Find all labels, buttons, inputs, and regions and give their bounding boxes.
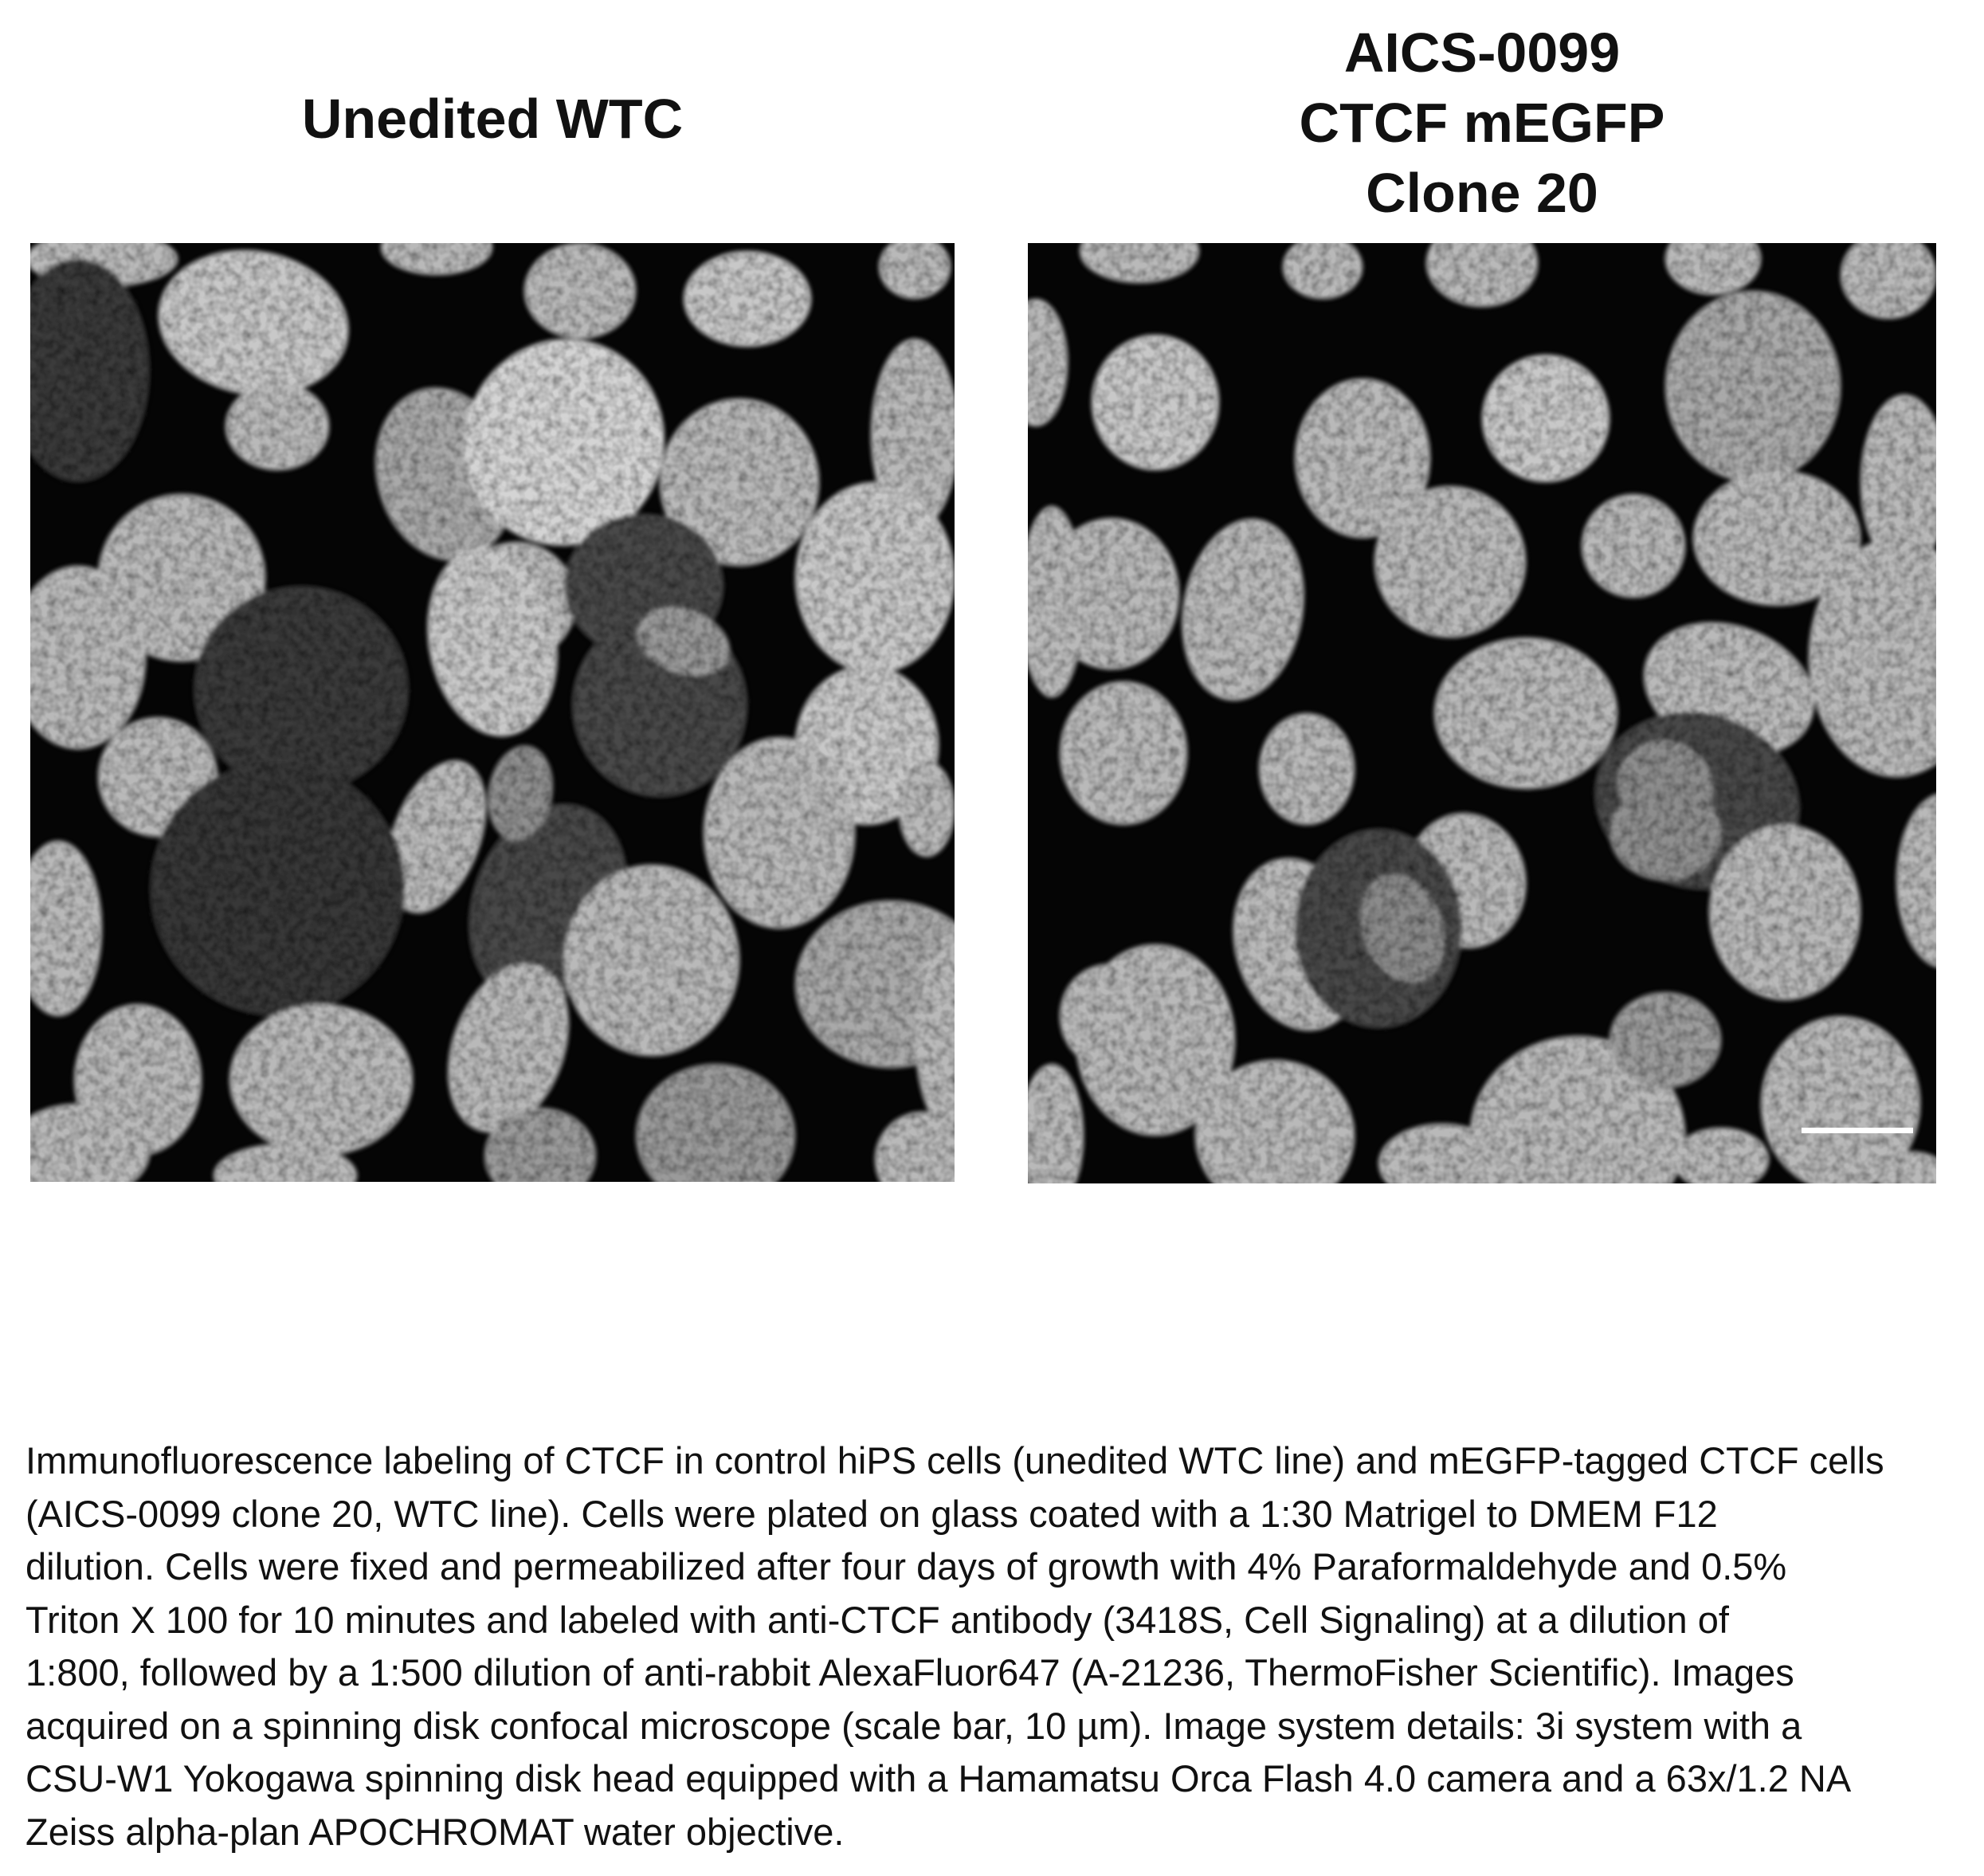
right-panel-title: AICS-0099 CTCF mEGFP Clone 20	[1028, 18, 1936, 228]
mitotic-chromatin	[637, 607, 731, 676]
cell-nucleus	[387, 760, 486, 913]
caption-line: Triton X 100 for 10 minutes and labeled …	[25, 1598, 1729, 1641]
caption-line: acquired on a spinning disk confocal mic…	[25, 1704, 1802, 1747]
mitotic-chromatin	[1360, 874, 1445, 983]
caption-line: dilution. Cells were fixed and permeabil…	[25, 1545, 1787, 1588]
cell-nucleus	[1182, 519, 1304, 701]
cell-nucleus	[1060, 681, 1187, 825]
cell-nucleus	[704, 737, 855, 928]
caption-line: Zeiss alpha-plan APOCHROMAT water object…	[25, 1810, 845, 1853]
cell-nucleus	[1259, 713, 1355, 825]
unedited-wtc-micrograph	[30, 243, 955, 1182]
cell-nucleus	[1582, 494, 1685, 598]
caption-line: CSU-W1 Yokogawa spinning disk head equip…	[25, 1757, 1852, 1799]
right-title-line-3: Clone 20	[1366, 162, 1598, 224]
cell-nucleus	[1195, 1060, 1355, 1183]
cell-nucleus	[225, 383, 329, 470]
cell-nucleus	[564, 865, 739, 1056]
cell-nucleus	[381, 243, 492, 275]
caption-line: Immunofluorescence labeling of CTCF in c…	[25, 1439, 1884, 1482]
cell-nucleus	[871, 339, 955, 530]
cell-nucleus	[1809, 538, 1936, 777]
cell-nucleus	[1378, 1124, 1506, 1183]
mitotic-chromatin	[488, 745, 553, 841]
cell-nucleus	[1665, 243, 1761, 295]
cell-nucleus	[875, 1112, 955, 1182]
cell-nucleus	[636, 1064, 795, 1182]
cell-nucleus	[30, 841, 102, 1016]
left-panel-title: Unedited WTC	[30, 84, 955, 154]
cell-nucleus	[150, 761, 405, 1016]
cell-nucleus	[1076, 944, 1235, 1136]
cell-nucleus	[915, 936, 955, 1128]
cell-nucleus	[795, 482, 955, 673]
cell-nucleus	[1709, 825, 1860, 1000]
scale-bar	[1802, 1128, 1913, 1133]
cell-nucleus	[684, 251, 811, 347]
cell-nucleus	[879, 243, 951, 299]
cell-nucleus	[1896, 794, 1936, 967]
cell-nucleus	[427, 547, 558, 736]
cell-nucleus	[1374, 486, 1526, 638]
cell-nucleus	[1841, 243, 1936, 319]
left-title-line: Unedited WTC	[301, 88, 684, 150]
cell-nucleus	[214, 1144, 357, 1182]
cell-nucleus	[448, 963, 569, 1133]
figure-caption: Immunofluorescence labeling of CTCF in c…	[25, 1434, 1962, 1858]
cell-nucleus	[899, 761, 955, 857]
mitotic-chromatin	[1617, 740, 1713, 830]
ctcf-megfp-cells	[1028, 243, 1936, 1183]
cell-nucleus	[1080, 243, 1199, 283]
cell-nucleus	[1610, 992, 1721, 1088]
cell-nucleus	[1673, 1128, 1769, 1183]
cell-nucleus	[1028, 299, 1068, 426]
cell-nucleus	[524, 243, 636, 339]
cell-nucleus	[1665, 291, 1841, 482]
cell-nucleus	[1283, 243, 1363, 299]
cell-nucleus	[1693, 470, 1860, 606]
cell-nucleus	[194, 586, 409, 793]
cell-nucleus	[30, 1104, 150, 1182]
cell-nucleus	[464, 339, 665, 546]
unedited-wtc-cells	[30, 243, 955, 1182]
cell-nucleus	[1092, 335, 1219, 470]
cell-nucleus	[1044, 518, 1179, 669]
cell-nucleus	[30, 566, 146, 749]
caption-line: (AICS-0099 clone 20, WTC line). Cells we…	[25, 1492, 1718, 1535]
cell-nucleus	[1761, 1016, 1920, 1183]
cell-nucleus	[158, 249, 349, 396]
cell-nucleus	[1434, 638, 1617, 789]
cell-nucleus	[660, 398, 819, 566]
cell-nucleus	[484, 1108, 596, 1182]
caption-line: 1:800, followed by a 1:500 dilution of a…	[25, 1651, 1794, 1694]
cell-nucleus	[1876, 1152, 1936, 1183]
ctcf-megfp-micrograph	[1028, 243, 1936, 1183]
cell-nucleus	[1426, 243, 1538, 307]
cell-nucleus	[229, 1004, 413, 1156]
cell-nucleus	[795, 901, 955, 1068]
right-title-line-2: CTCF mEGFP	[1299, 92, 1665, 154]
cell-nucleus	[1860, 394, 1936, 570]
right-title-line-1: AICS-0099	[1343, 22, 1621, 84]
cell-nucleus	[30, 259, 150, 482]
cell-nucleus	[1028, 1064, 1084, 1183]
cell-nucleus	[1482, 355, 1610, 482]
cell-nucleus	[1295, 379, 1430, 538]
